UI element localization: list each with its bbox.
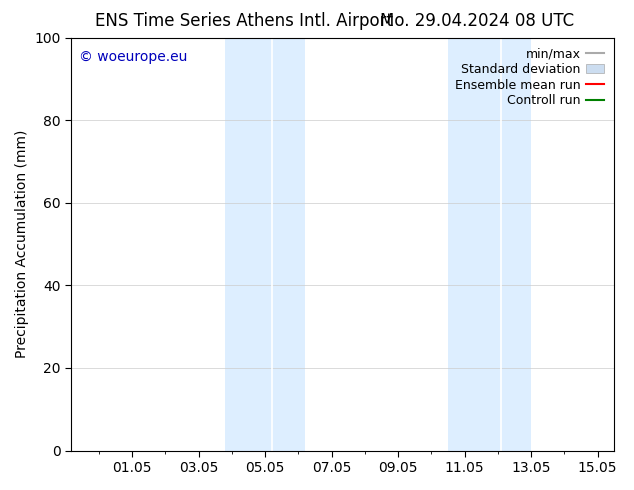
Bar	[501, 38, 531, 451]
Y-axis label: Precipitation Accumulation (mm): Precipitation Accumulation (mm)	[15, 130, 29, 358]
Legend: min/max, Standard deviation, Ensemble mean run, Controll run: min/max, Standard deviation, Ensemble me…	[451, 44, 608, 111]
Text: © woeurope.eu: © woeurope.eu	[79, 50, 188, 64]
Bar	[225, 38, 272, 451]
Text: Mo. 29.04.2024 08 UTC: Mo. 29.04.2024 08 UTC	[380, 12, 574, 30]
Text: ENS Time Series Athens Intl. Airport: ENS Time Series Athens Intl. Airport	[95, 12, 393, 30]
Bar	[448, 38, 501, 451]
Bar	[272, 38, 305, 451]
